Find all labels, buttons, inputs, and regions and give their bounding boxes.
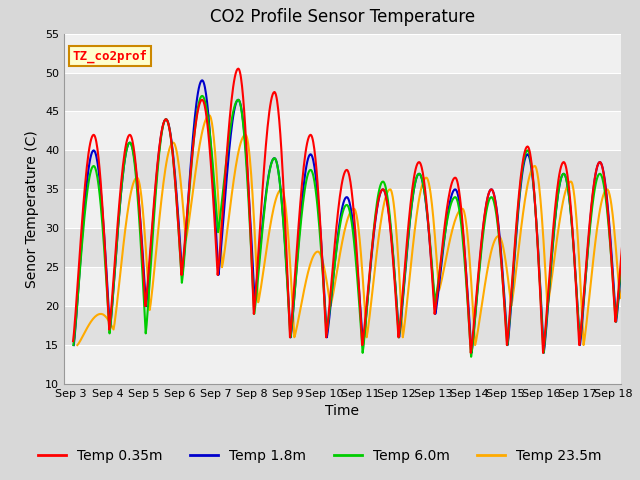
Legend: Temp 0.35m, Temp 1.8m, Temp 6.0m, Temp 23.5m: Temp 0.35m, Temp 1.8m, Temp 6.0m, Temp 2… [33, 443, 607, 468]
Bar [64, 345, 621, 384]
Bar [64, 111, 621, 150]
Bar [64, 150, 621, 189]
Y-axis label: Senor Temperature (C): Senor Temperature (C) [26, 130, 40, 288]
Bar [64, 228, 621, 267]
Bar [64, 306, 621, 345]
Bar [64, 189, 621, 228]
Text: TZ_co2prof: TZ_co2prof [72, 49, 147, 63]
Bar [64, 72, 621, 111]
X-axis label: Time: Time [325, 405, 360, 419]
Title: CO2 Profile Sensor Temperature: CO2 Profile Sensor Temperature [210, 9, 475, 26]
Bar [64, 34, 621, 72]
Bar [64, 267, 621, 306]
